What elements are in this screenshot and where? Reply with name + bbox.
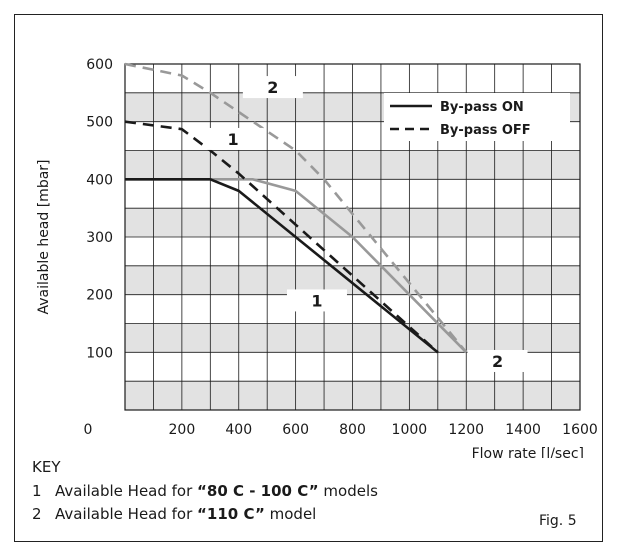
y-tick-label: 400 (86, 172, 113, 188)
plot-border (124, 63, 581, 411)
series-line-model-1-bypass-on (125, 178, 439, 354)
curve-label: 1 (311, 291, 322, 310)
key-item-1: 1 Available Head for “80 C - 100 C” mode… (32, 482, 378, 500)
y-tick-label: 200 (86, 288, 113, 304)
key-item-text: Available Head for “110 C” model (55, 505, 317, 523)
x-tick-label: 1000 (392, 422, 428, 438)
y-tick-label: 500 (86, 115, 113, 131)
x-tick-label: 0 (84, 422, 93, 438)
x-axis-label: Flow rate [l/sec] (472, 446, 584, 458)
y-tick-label: 100 (86, 345, 113, 361)
legend-label: By-pass OFF (440, 123, 531, 138)
key-item-text: Available Head for “80 C - 100 C” models (55, 482, 378, 500)
key-item-number: 2 (32, 505, 42, 523)
key: KEY 1 Available Head for “80 C - 100 C” … (32, 458, 378, 528)
curve-label-box (242, 76, 303, 99)
chart: 100 200 300 400 500 600 0 200 400 600 800 1000 1200 1… (36, 57, 598, 458)
figure-frame (14, 14, 603, 542)
y-axis-label: Available head [mbar] (36, 159, 52, 314)
legend-label: By-pass ON (440, 100, 524, 115)
curve-label: 2 (267, 78, 278, 97)
x-tick-label: 800 (339, 422, 366, 438)
figure-label: Fig. 5 (539, 513, 577, 529)
key-item-number: 1 (32, 482, 42, 500)
x-tick-label: 1400 (505, 422, 541, 438)
curve-label: 1 (227, 130, 238, 149)
key-title: KEY (32, 458, 61, 476)
curve-label-box (203, 127, 264, 150)
curve-label-box (467, 349, 528, 372)
x-tick-label: 200 (169, 422, 196, 438)
y-tick-label: 300 (86, 230, 113, 246)
x-tick-label: 1600 (562, 422, 598, 438)
series-line-model-1-bypass-off (124, 120, 439, 354)
key-item-2: 2 Available Head for “110 C” model (32, 505, 378, 523)
curve-label-box (286, 289, 347, 312)
x-tick-label: 400 (225, 422, 252, 438)
y-tick-label: 600 (86, 57, 113, 73)
legend-box (384, 93, 570, 141)
x-tick-label: 600 (282, 422, 309, 438)
x-tick-label: 1200 (448, 422, 484, 438)
series-line-model-2-bypass-off (124, 62, 468, 354)
curve-label: 2 (492, 352, 503, 371)
